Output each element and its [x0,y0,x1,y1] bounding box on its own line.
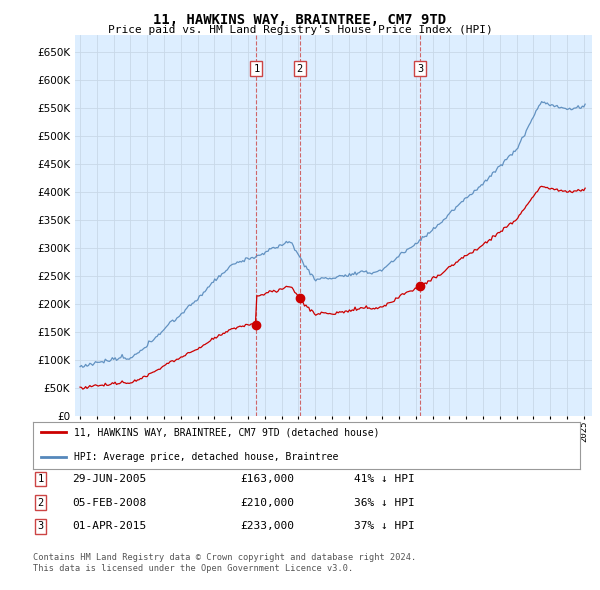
Text: £210,000: £210,000 [240,498,294,507]
Text: 2: 2 [38,498,44,507]
Text: 41% ↓ HPI: 41% ↓ HPI [354,474,415,484]
Text: 01-APR-2015: 01-APR-2015 [72,522,146,531]
Text: £163,000: £163,000 [240,474,294,484]
Text: Contains HM Land Registry data © Crown copyright and database right 2024.
This d: Contains HM Land Registry data © Crown c… [33,553,416,573]
Text: 37% ↓ HPI: 37% ↓ HPI [354,522,415,531]
Text: 36% ↓ HPI: 36% ↓ HPI [354,498,415,507]
Text: Price paid vs. HM Land Registry's House Price Index (HPI): Price paid vs. HM Land Registry's House … [107,25,493,35]
Text: 1: 1 [38,474,44,484]
Text: HPI: Average price, detached house, Braintree: HPI: Average price, detached house, Brai… [74,453,338,462]
Text: 1: 1 [253,64,259,74]
Text: 11, HAWKINS WAY, BRAINTREE, CM7 9TD: 11, HAWKINS WAY, BRAINTREE, CM7 9TD [154,13,446,27]
Text: £233,000: £233,000 [240,522,294,531]
Text: 3: 3 [38,522,44,531]
Text: 29-JUN-2005: 29-JUN-2005 [72,474,146,484]
Text: 11, HAWKINS WAY, BRAINTREE, CM7 9TD (detached house): 11, HAWKINS WAY, BRAINTREE, CM7 9TD (det… [74,427,380,437]
Text: 2: 2 [297,64,303,74]
Text: 05-FEB-2008: 05-FEB-2008 [72,498,146,507]
Text: 3: 3 [417,64,423,74]
